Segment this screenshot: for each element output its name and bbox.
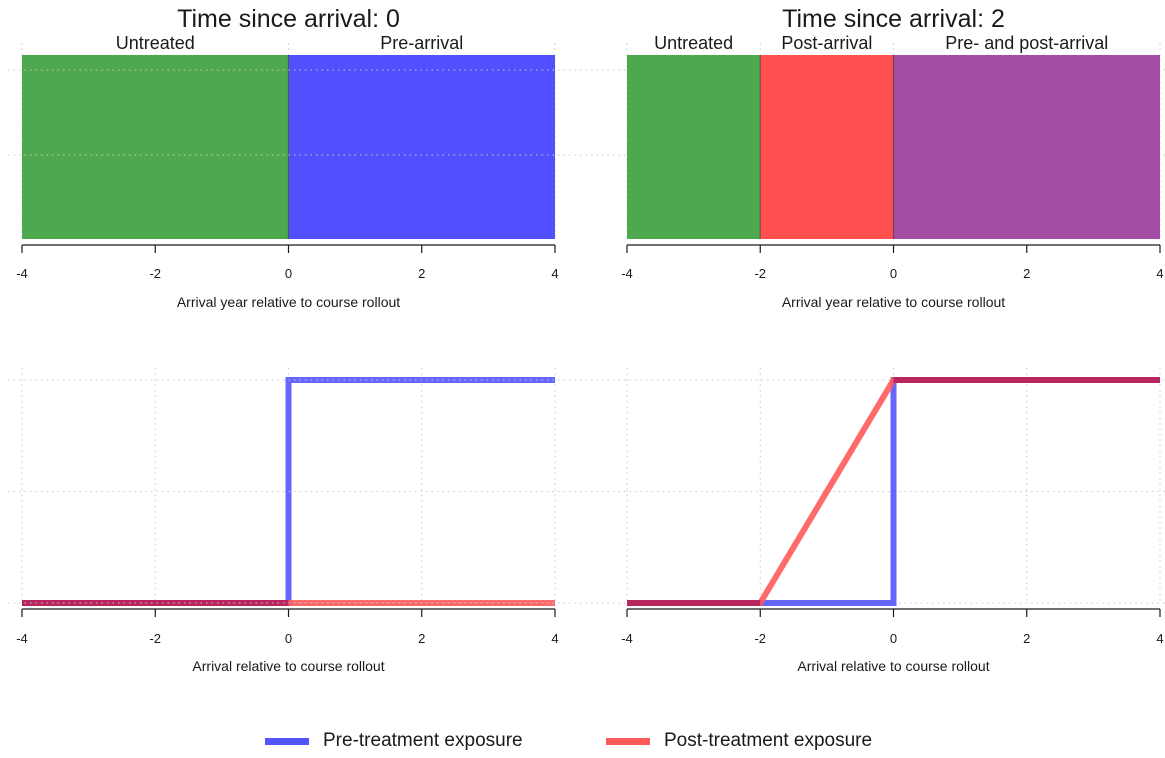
region-pre-and-post-arrival [893,55,1160,239]
panel-title: Time since arrival: 2 [782,5,1005,33]
legend: Pre-treatment exposure Post-treatment ex… [0,730,1165,758]
region-label-pre-and-post-arrival: Pre- and post-arrival [945,33,1108,53]
x-tick-label: 4 [551,266,558,281]
panel-2: Untreated Post-arrival Pre- and post-arriv… [8,5,1165,310]
legend-label-pre-treatment: Pre-treatment exposure [323,730,523,751]
x-tick-label: -2 [754,631,766,646]
x-tick-label: 2 [1023,266,1030,281]
x-tick-label: 4 [1156,266,1163,281]
region-pre-arrival [288,55,555,239]
region-untreated [22,55,289,239]
x-tick-label: 0 [890,266,897,281]
x-tick-label: 2 [1023,631,1030,646]
legend-item-pre-treatment: Pre-treatment exposure [265,730,523,752]
x-axis-label: Arrival year relative to course rollout [177,294,400,310]
x-axis-label: Arrival relative to course rollout [192,658,384,674]
x-tick-label: 4 [551,631,558,646]
x-tick-label: 4 [1156,631,1163,646]
legend-item-post-treatment: Post-treatment exposure [606,730,872,752]
x-tick-label: 2 [418,266,425,281]
legend-swatch-pre-treatment [265,737,309,745]
x-axis-label: Arrival year relative to course rollout [782,294,1005,310]
panel-3: -4 -2 0 2 4 Arrival relative to course rollou… [8,368,563,674]
region-label-untreated: Untreated [116,33,195,53]
x-tick-label: -4 [16,631,28,646]
x-tick-label: -2 [149,631,161,646]
x-tick-label: 2 [418,631,425,646]
x-tick-label: -2 [754,266,766,281]
region-label-untreated: Untreated [654,33,733,53]
x-tick-label: 0 [285,631,292,646]
x-tick-label: 0 [285,266,292,281]
region-post-arrival [760,55,894,239]
region-label-pre-arrival: Pre-arrival [380,33,463,53]
panel-title: Time since arrival: 0 [177,5,400,33]
legend-swatch-post-treatment [606,737,650,745]
region-label-post-arrival: Post-arrival [781,33,872,53]
x-tick-label: -2 [149,266,161,281]
x-axis-label: Arrival relative to course rollout [797,658,989,674]
x-tick-label: -4 [16,266,28,281]
x-tick-label: -4 [621,631,633,646]
x-tick-label: -4 [621,266,633,281]
region-untreated [627,55,761,239]
panel-4: -4 -2 0 2 4 Arrival relative to course rollou… [8,368,1165,674]
legend-label-post-treatment: Post-treatment exposure [664,730,873,751]
x-tick-label: 0 [890,631,897,646]
